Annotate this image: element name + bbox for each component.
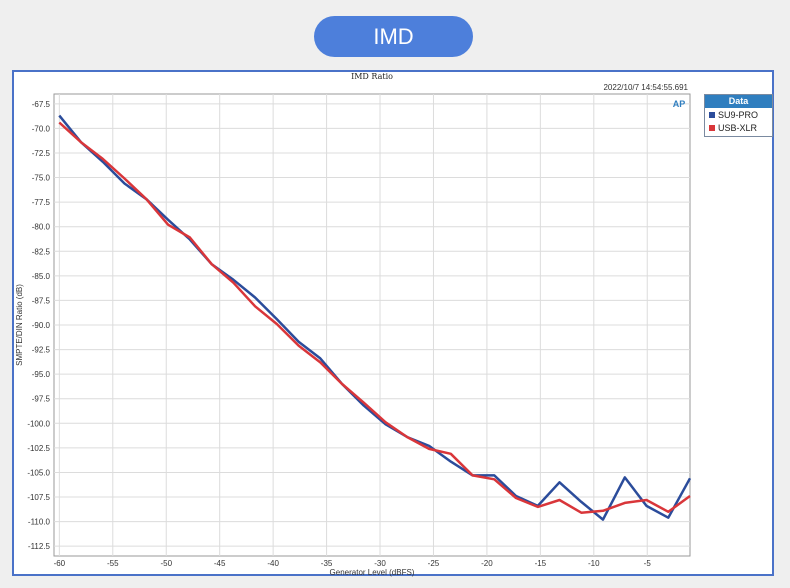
y-tick-label: -80.0 bbox=[32, 223, 51, 232]
y-tick-label: -112.5 bbox=[28, 542, 51, 551]
x-tick-label: -20 bbox=[481, 559, 493, 568]
y-tick-label: -82.5 bbox=[32, 247, 51, 256]
y-axis-label: SMPTE/DIN Ratio (dB) bbox=[15, 284, 24, 366]
y-tick-label: -87.5 bbox=[32, 296, 51, 305]
y-tick-label: -97.5 bbox=[32, 395, 51, 404]
x-tick-label: -15 bbox=[535, 559, 547, 568]
y-tick-label: -72.5 bbox=[32, 149, 51, 158]
x-tick-label: -30 bbox=[374, 559, 386, 568]
legend: Data SU9-PRO USB-XLR bbox=[704, 94, 773, 137]
y-tick-label: -95.0 bbox=[32, 370, 51, 379]
legend-item-su9-pro[interactable]: SU9-PRO bbox=[705, 108, 772, 121]
x-tick-label: -40 bbox=[267, 559, 279, 568]
legend-swatch bbox=[709, 111, 715, 118]
y-tick-label: -102.5 bbox=[27, 444, 50, 453]
y-tick-label: -70.0 bbox=[32, 124, 51, 133]
legend-swatch bbox=[709, 124, 715, 131]
x-tick-label: -25 bbox=[428, 559, 440, 568]
imd-title-pill: IMD bbox=[314, 16, 473, 57]
x-tick-label: -60 bbox=[54, 559, 66, 568]
y-tick-label: -85.0 bbox=[32, 272, 51, 281]
legend-label: SU9-PRO bbox=[718, 109, 759, 120]
y-tick-label: -75.0 bbox=[32, 174, 51, 183]
x-tick-label: -50 bbox=[160, 559, 172, 568]
x-axis-label: Generator Level (dBFS) bbox=[330, 568, 415, 577]
x-tick-label: -55 bbox=[107, 559, 119, 568]
y-tick-label: -90.0 bbox=[32, 321, 51, 330]
x-tick-label: -5 bbox=[644, 559, 652, 568]
legend-title: Data bbox=[705, 95, 772, 108]
ap-logo-icon: AP bbox=[673, 99, 686, 109]
timestamp: 2022/10/7 14:54:55.691 bbox=[603, 83, 688, 92]
series-line-usb-xlr bbox=[58, 121, 691, 514]
y-tick-label: -100.0 bbox=[27, 419, 50, 428]
y-tick-label: -92.5 bbox=[32, 346, 51, 355]
y-tick-label: -110.0 bbox=[28, 518, 51, 527]
x-tick-label: -45 bbox=[214, 559, 226, 568]
y-tick-label: -107.5 bbox=[27, 493, 50, 502]
chart-title: IMD Ratio bbox=[351, 72, 393, 81]
series-line-su9-pro bbox=[58, 114, 692, 521]
y-tick-label: -77.5 bbox=[32, 198, 51, 207]
legend-label: USB-XLR bbox=[718, 122, 758, 133]
page-title: IMD bbox=[373, 23, 414, 49]
legend-item-usb-xlr[interactable]: USB-XLR bbox=[705, 121, 772, 134]
x-tick-label: -10 bbox=[588, 559, 600, 568]
y-tick-label: -67.5 bbox=[32, 100, 51, 109]
y-tick-label: -105.0 bbox=[27, 468, 50, 477]
x-tick-label: -35 bbox=[321, 559, 333, 568]
